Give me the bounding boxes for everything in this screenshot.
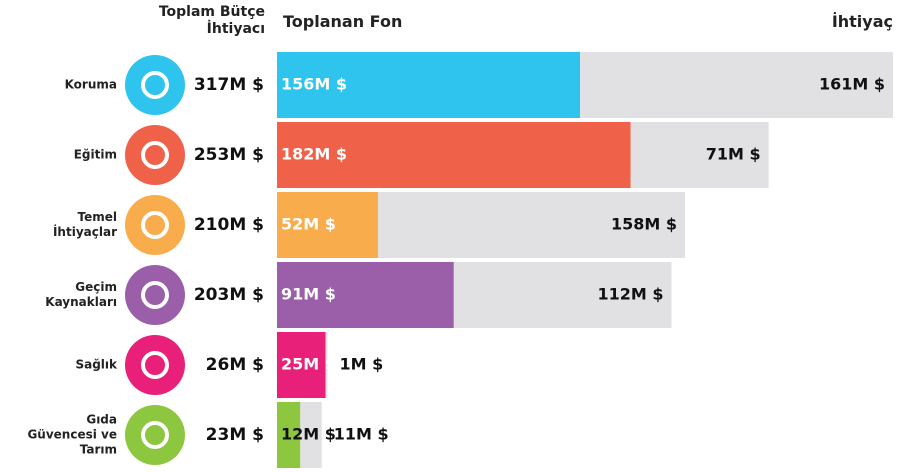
icon-glyph bbox=[141, 71, 169, 99]
value-label: 12M $ bbox=[281, 425, 336, 444]
icon-glyph bbox=[141, 211, 169, 239]
bar-segment bbox=[453, 262, 672, 328]
bar-segment bbox=[277, 52, 581, 118]
bar-segment bbox=[277, 262, 454, 328]
icon-glyph bbox=[141, 351, 169, 379]
bar-segment bbox=[277, 192, 379, 258]
legend-need: İhtiyaç bbox=[831, 12, 893, 31]
category-label: Koruma bbox=[64, 77, 117, 92]
value-label: 158M $ bbox=[611, 215, 677, 234]
value-label: 91M $ bbox=[281, 285, 336, 304]
value-label: 52M $ bbox=[281, 215, 336, 234]
bar-segment bbox=[300, 402, 322, 468]
value-label: 11M $ bbox=[334, 425, 389, 444]
totals-header: Toplam Bütçe İhtiyacı bbox=[158, 4, 265, 37]
total-label: 317M $ bbox=[194, 75, 264, 95]
category-icon bbox=[125, 125, 185, 185]
category-label: Geçim Kaynakları bbox=[45, 280, 117, 309]
value-label: 161M $ bbox=[819, 75, 885, 94]
icon-glyph bbox=[141, 141, 169, 169]
value-label: 1M $ bbox=[340, 355, 384, 374]
icon-glyph bbox=[141, 281, 169, 309]
value-label: 25M $ bbox=[281, 355, 336, 374]
category-icon bbox=[125, 265, 185, 325]
category-label: Temel İhtiyaçlar bbox=[52, 210, 117, 239]
category-icon bbox=[125, 405, 185, 465]
category-icon bbox=[125, 55, 185, 115]
value-label: 182M $ bbox=[281, 145, 347, 164]
bar-segment bbox=[630, 122, 769, 188]
category-label: Sağlık bbox=[75, 357, 117, 372]
total-label: 23M $ bbox=[206, 425, 264, 445]
value-label: 71M $ bbox=[706, 145, 761, 164]
bar-segment bbox=[277, 122, 631, 188]
bar-segment bbox=[277, 332, 326, 398]
category-label: Eğitim bbox=[73, 147, 117, 162]
category-icon bbox=[125, 335, 185, 395]
total-label: 203M $ bbox=[194, 285, 264, 305]
value-label: 156M $ bbox=[281, 75, 347, 94]
total-label: 253M $ bbox=[194, 145, 264, 165]
bar-segment bbox=[325, 332, 328, 398]
total-label: 26M $ bbox=[206, 355, 264, 375]
category-icon bbox=[125, 195, 185, 255]
bar-segment bbox=[580, 52, 893, 118]
icon-glyph bbox=[141, 421, 169, 449]
total-label: 210M $ bbox=[194, 215, 264, 235]
bar-segment bbox=[378, 192, 686, 258]
legend-funded: Toplanan Fon bbox=[283, 12, 403, 31]
value-label: 112M $ bbox=[597, 285, 663, 304]
category-label: Gıda Güvencesi ve Tarım bbox=[27, 412, 117, 457]
bar-segment bbox=[277, 402, 301, 468]
